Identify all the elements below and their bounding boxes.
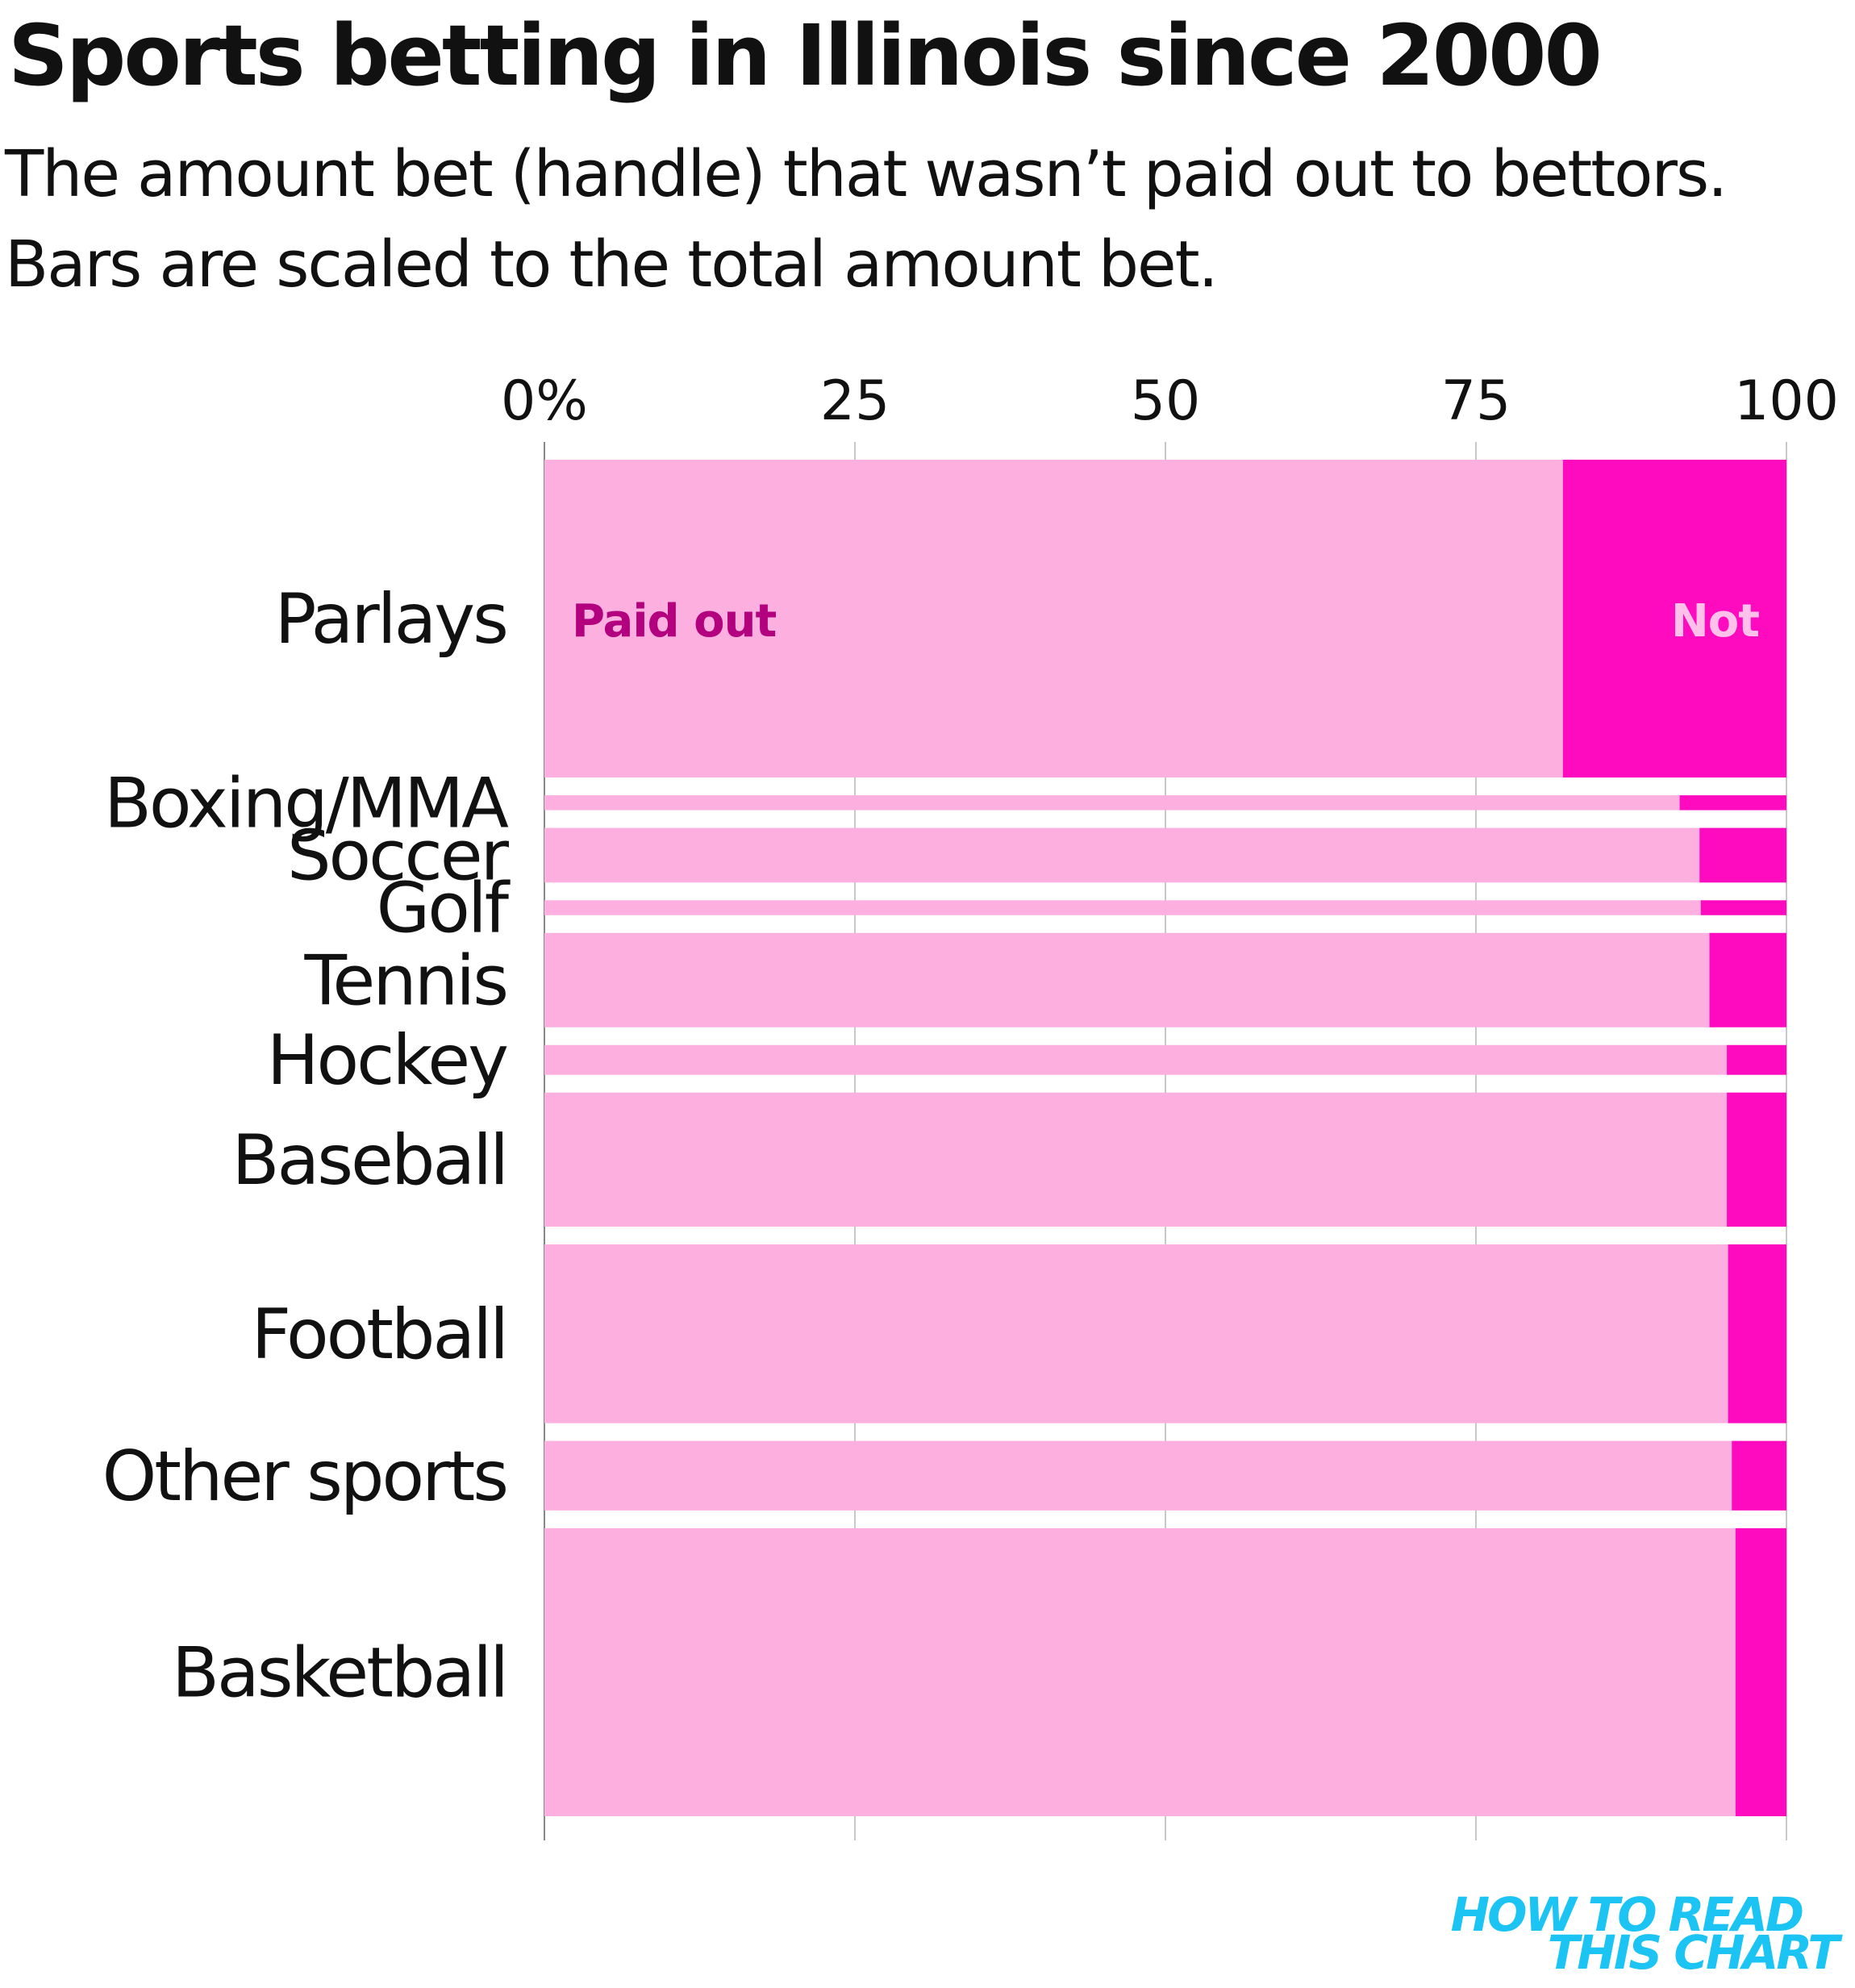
chart-subtitle-line-1: The amount bet (handle) that wasn’t paid… xyxy=(5,137,1728,211)
bar-not-paid xyxy=(1728,1244,1786,1423)
category-label: Other sports xyxy=(102,1436,506,1517)
category-label: Football xyxy=(252,1294,506,1375)
category-label: Hockey xyxy=(267,1020,507,1101)
x-tick-label: 25 xyxy=(820,369,890,433)
category-label: Soccer xyxy=(287,815,510,896)
bar-not-paid xyxy=(1727,1044,1786,1075)
bar-not-paid xyxy=(1732,1440,1786,1511)
bar-paid-out xyxy=(544,1440,1732,1511)
bar-paid-out xyxy=(544,1044,1728,1075)
bar-not-paid xyxy=(1699,827,1786,883)
x-tick-label: 75 xyxy=(1441,369,1511,433)
chart-subtitle-line-2: Bars are scaled to the total amount bet. xyxy=(5,227,1219,302)
chart-title: Sports betting in Illinois since 2000 xyxy=(8,6,1603,105)
logo-text-line-1: HOW TO READ xyxy=(1450,1887,1804,1942)
category-label: Baseball xyxy=(232,1120,507,1201)
category-label: Parlays xyxy=(275,579,506,660)
bar-not-paid xyxy=(1709,932,1786,1027)
x-tick-label: 0% xyxy=(501,369,588,433)
x-tick-label: 100 xyxy=(1734,369,1839,433)
bar-paid-out xyxy=(544,1527,1736,1816)
bar-paid-out xyxy=(544,795,1680,811)
bar-not-paid xyxy=(1727,1092,1786,1227)
category-label: Boxing/MMA xyxy=(104,763,509,844)
bar-paid-out xyxy=(544,1092,1728,1227)
bar-not-paid xyxy=(1735,1527,1786,1816)
bar-not-paid xyxy=(1562,460,1786,778)
bar-paid-out xyxy=(544,900,1701,915)
category-label: Golf xyxy=(377,869,511,949)
bar-paid-out xyxy=(544,932,1710,1027)
category-label: Tennis xyxy=(303,940,506,1021)
x-tick-label: 50 xyxy=(1131,369,1201,433)
category-label: Basketball xyxy=(172,1632,506,1713)
logo-text-line-2: THIS CHART xyxy=(1547,1925,1840,1980)
segment-label-paid-out: Paid out xyxy=(572,595,776,648)
bar-paid-out xyxy=(544,460,1563,778)
bar-not-paid xyxy=(1700,900,1786,915)
bar-paid-out xyxy=(544,1244,1728,1423)
bar-not-paid xyxy=(1679,795,1786,811)
segment-label-not: Not xyxy=(1671,595,1759,648)
bar-paid-out xyxy=(544,827,1700,883)
